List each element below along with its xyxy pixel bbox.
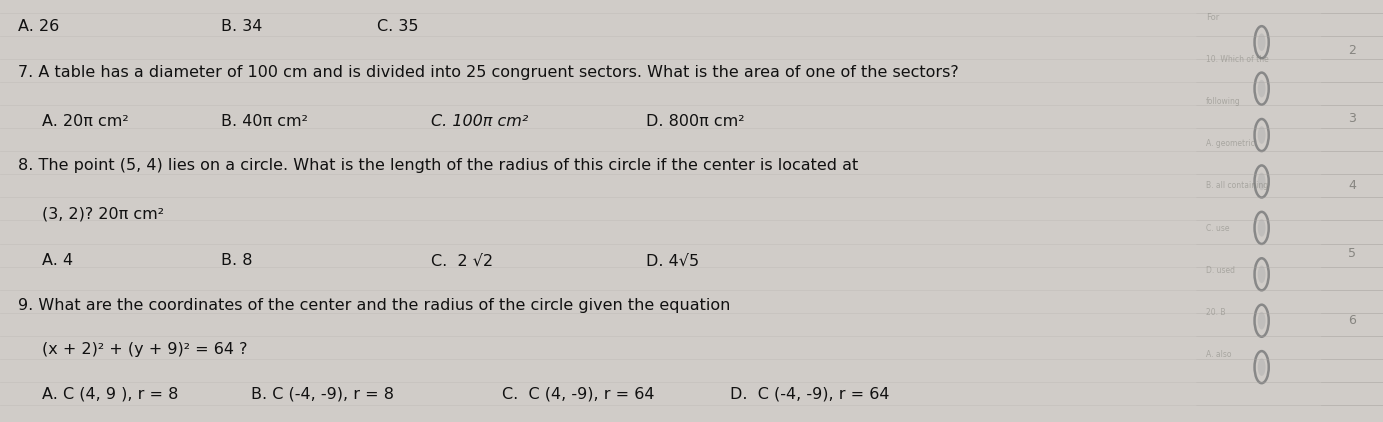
Text: 4: 4 bbox=[1348, 179, 1355, 192]
Text: A. 26: A. 26 bbox=[18, 19, 59, 34]
Text: B. 40π cm²: B. 40π cm² bbox=[221, 114, 308, 129]
Text: 2: 2 bbox=[1348, 44, 1355, 57]
Text: (x + 2)² + (y + 9)² = 64 ?: (x + 2)² + (y + 9)² = 64 ? bbox=[41, 342, 248, 357]
Circle shape bbox=[1257, 126, 1265, 144]
Text: 6: 6 bbox=[1348, 314, 1355, 327]
Text: B. 34: B. 34 bbox=[221, 19, 263, 34]
Text: C.  C (4, -9), r = 64: C. C (4, -9), r = 64 bbox=[502, 386, 656, 401]
Text: A. 20π cm²: A. 20π cm² bbox=[41, 114, 129, 129]
Circle shape bbox=[1257, 312, 1265, 330]
Text: 3: 3 bbox=[1348, 112, 1355, 124]
Circle shape bbox=[1257, 33, 1265, 51]
Text: 8. The point (5, 4) lies on a circle. What is the length of the radius of this c: 8. The point (5, 4) lies on a circle. Wh… bbox=[18, 158, 859, 173]
Text: 7. A table has a diameter of 100 cm and is divided into 25 congruent sectors. Wh: 7. A table has a diameter of 100 cm and … bbox=[18, 65, 958, 81]
Text: 10. Which of the: 10. Which of the bbox=[1206, 55, 1268, 64]
Text: following: following bbox=[1206, 97, 1241, 106]
Text: D.  C (-4, -9), r = 64: D. C (-4, -9), r = 64 bbox=[730, 386, 889, 401]
Circle shape bbox=[1257, 219, 1265, 237]
Text: B. C (-4, -9), r = 8: B. C (-4, -9), r = 8 bbox=[252, 386, 394, 401]
Circle shape bbox=[1257, 358, 1265, 376]
Text: D. 4√5: D. 4√5 bbox=[646, 253, 700, 268]
Text: B. 8: B. 8 bbox=[221, 253, 253, 268]
Circle shape bbox=[1257, 265, 1265, 283]
Text: A. geometric: A. geometric bbox=[1206, 139, 1254, 148]
Text: C. use: C. use bbox=[1206, 224, 1229, 233]
Text: For: For bbox=[1206, 13, 1218, 22]
Text: C. 100π cm²: C. 100π cm² bbox=[430, 114, 528, 129]
Circle shape bbox=[1257, 80, 1265, 97]
Text: A. 4: A. 4 bbox=[41, 253, 73, 268]
Text: D. used: D. used bbox=[1206, 266, 1235, 275]
Circle shape bbox=[1257, 173, 1265, 190]
Text: 9. What are the coordinates of the center and the radius of the circle given the: 9. What are the coordinates of the cente… bbox=[18, 298, 730, 313]
Text: (3, 2)? 20π cm²: (3, 2)? 20π cm² bbox=[41, 207, 163, 222]
Text: C. 35: C. 35 bbox=[376, 19, 418, 34]
Text: A. C (4, 9 ), r = 8: A. C (4, 9 ), r = 8 bbox=[41, 386, 178, 401]
Text: 20. B: 20. B bbox=[1206, 308, 1225, 317]
Text: A. also: A. also bbox=[1206, 350, 1231, 359]
Text: D. 800π cm²: D. 800π cm² bbox=[646, 114, 744, 129]
Text: C.  2 √2: C. 2 √2 bbox=[430, 253, 492, 268]
Text: B. all containing: B. all containing bbox=[1206, 181, 1268, 190]
Text: 5: 5 bbox=[1348, 247, 1355, 260]
